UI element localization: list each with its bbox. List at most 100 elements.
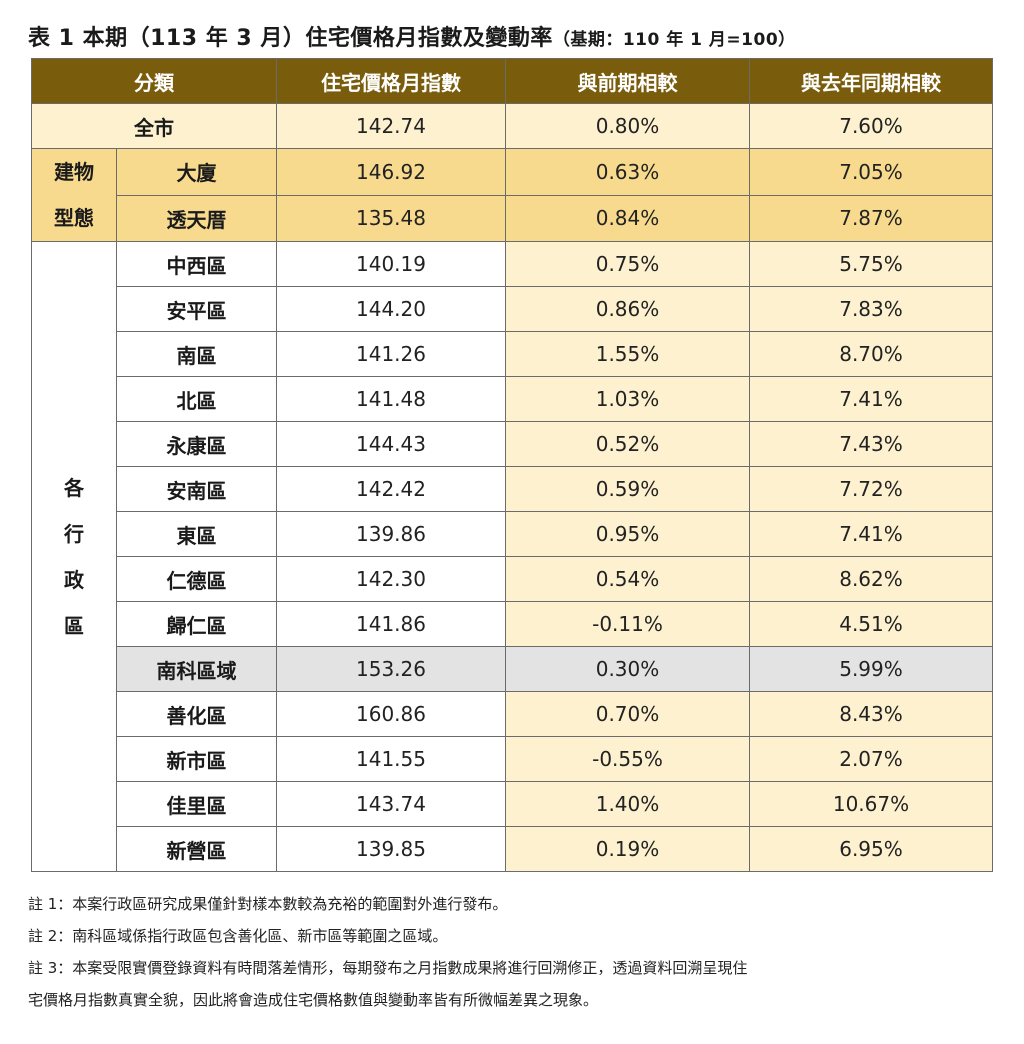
row-index: 153.26 bbox=[276, 646, 506, 692]
district-row: 北區 141.48 1.03% 7.41% bbox=[32, 376, 993, 422]
row-label: 安平區 bbox=[116, 286, 277, 332]
row-mom: 1.40% bbox=[505, 781, 750, 827]
district-row: 新營區 139.85 0.19% 6.95% bbox=[32, 826, 993, 872]
row-yoy: 7.83% bbox=[749, 286, 993, 332]
footnotes: 註 1：本案行政區研究成果僅針對樣本數較為充裕的範圍對外進行發布。 註 2：南科… bbox=[28, 888, 1003, 1016]
district-row: 新市區 141.55 -0.55% 2.07% bbox=[32, 736, 993, 782]
citywide-row: 全市 142.74 0.80% 7.60% bbox=[31, 103, 993, 149]
row-label: 東區 bbox=[116, 511, 277, 557]
footnote: 註 2：南科區域係指行政區包含善化區、新市區等範圍之區域。 bbox=[28, 927, 448, 945]
building-type-group-label: 建物 型態 bbox=[31, 148, 117, 242]
row-yoy: 6.95% bbox=[749, 826, 993, 872]
row-label: 善化區 bbox=[116, 691, 277, 737]
row-index: 144.20 bbox=[276, 286, 506, 332]
row-mom: 1.03% bbox=[505, 376, 750, 422]
row-yoy: 7.43% bbox=[749, 421, 993, 467]
row-yoy: 8.70% bbox=[749, 331, 993, 377]
row-yoy: 5.75% bbox=[749, 241, 993, 287]
group-label-char: 各 bbox=[64, 475, 84, 500]
row-mom: 0.63% bbox=[505, 148, 750, 196]
footnote: 註 1：本案行政區研究成果僅針對樣本數較為充裕的範圍對外進行發布。 bbox=[28, 895, 508, 913]
row-yoy: 7.87% bbox=[749, 194, 993, 242]
header-yoy: 與去年同期相較 bbox=[749, 58, 993, 104]
district-row: 各行政區中西區 140.19 0.75% 5.75% bbox=[31, 241, 993, 872]
row-mom: 0.95% bbox=[505, 511, 750, 557]
title-sub: （基期：110 年 1 月=100） bbox=[552, 30, 796, 50]
row-mom: 0.30% bbox=[505, 646, 750, 692]
district-row: 安平區 144.20 0.86% 7.83% bbox=[32, 286, 993, 332]
row-label: 北區 bbox=[116, 376, 277, 422]
district-group-label: 各行政區 bbox=[31, 241, 117, 872]
row-index: 139.86 bbox=[276, 511, 506, 557]
group-label-char: 區 bbox=[64, 613, 84, 638]
row-label: 南區 bbox=[116, 331, 277, 377]
row-index: 143.74 bbox=[276, 781, 506, 827]
row-yoy: 7.60% bbox=[749, 103, 993, 149]
row-mom: -0.55% bbox=[505, 736, 750, 782]
row-label: 中西區 bbox=[116, 241, 277, 287]
row-index: 142.42 bbox=[276, 466, 506, 512]
row-label: 新營區 bbox=[116, 826, 277, 872]
row-mom: 0.59% bbox=[505, 466, 750, 512]
title-main: 表 1 本期（113 年 3 月）住宅價格月指數及變動率 bbox=[28, 26, 553, 51]
row-index: 139.85 bbox=[276, 826, 506, 872]
building-type-row: 建物 型態 大廈 146.92 0.63% 7.05% bbox=[31, 148, 993, 242]
row-yoy: 7.41% bbox=[749, 511, 993, 557]
row-label: 全市 bbox=[31, 103, 277, 149]
header-mom: 與前期相較 bbox=[505, 58, 750, 104]
row-index: 141.55 bbox=[276, 736, 506, 782]
district-row: 東區 139.86 0.95% 7.41% bbox=[32, 511, 993, 557]
row-label: 仁德區 bbox=[116, 556, 277, 602]
row-yoy: 7.72% bbox=[749, 466, 993, 512]
building-type-row: 透天厝 135.48 0.84% 7.87% bbox=[32, 194, 993, 242]
row-index: 140.19 bbox=[276, 241, 506, 287]
row-index: 142.74 bbox=[276, 103, 506, 149]
row-index: 142.30 bbox=[276, 556, 506, 602]
row-label: 新市區 bbox=[116, 736, 277, 782]
row-index: 135.48 bbox=[276, 194, 506, 242]
row-label: 永康區 bbox=[116, 421, 277, 467]
group-label-char: 型態 bbox=[54, 206, 94, 230]
district-row: 歸仁區 141.86 -0.11% 4.51% bbox=[32, 601, 993, 647]
row-yoy: 4.51% bbox=[749, 601, 993, 647]
row-label: 安南區 bbox=[116, 466, 277, 512]
row-index: 146.92 bbox=[276, 148, 506, 196]
row-yoy: 10.67% bbox=[749, 781, 993, 827]
row-label: 透天厝 bbox=[116, 194, 277, 242]
row-yoy: 7.05% bbox=[749, 148, 993, 196]
row-mom: 0.75% bbox=[505, 241, 750, 287]
group-label-char: 建物 bbox=[54, 160, 94, 184]
row-index: 141.86 bbox=[276, 601, 506, 647]
row-yoy: 5.99% bbox=[749, 646, 993, 692]
header-category: 分類 bbox=[31, 58, 277, 104]
header-index: 住宅價格月指數 bbox=[276, 58, 506, 104]
price-index-table: 分類 住宅價格月指數 與前期相較 與去年同期相較 全市 142.74 0.80%… bbox=[31, 58, 993, 872]
row-label: 南科區域 bbox=[116, 646, 277, 692]
district-row: 安南區 142.42 0.59% 7.72% bbox=[32, 466, 993, 512]
district-row: 南區 141.26 1.55% 8.70% bbox=[32, 331, 993, 377]
group-label-char: 政 bbox=[64, 567, 84, 592]
row-label: 大廈 bbox=[116, 148, 277, 196]
district-row: 善化區 160.86 0.70% 8.43% bbox=[32, 691, 993, 737]
row-label: 歸仁區 bbox=[116, 601, 277, 647]
row-mom: -0.11% bbox=[505, 601, 750, 647]
row-yoy: 8.62% bbox=[749, 556, 993, 602]
row-mom: 1.55% bbox=[505, 331, 750, 377]
row-mom: 0.70% bbox=[505, 691, 750, 737]
row-label: 佳里區 bbox=[116, 781, 277, 827]
district-row: 永康區 144.43 0.52% 7.43% bbox=[32, 421, 993, 467]
row-index: 141.48 bbox=[276, 376, 506, 422]
row-index: 160.86 bbox=[276, 691, 506, 737]
row-mom: 0.54% bbox=[505, 556, 750, 602]
table-title: 表 1 本期（113 年 3 月）住宅價格月指數及變動率（基期：110 年 1 … bbox=[28, 20, 796, 52]
row-index: 141.26 bbox=[276, 331, 506, 377]
district-row: 南科區域 153.26 0.30% 5.99% bbox=[32, 646, 993, 692]
district-row: 仁德區 142.30 0.54% 8.62% bbox=[32, 556, 993, 602]
district-row: 佳里區 143.74 1.40% 10.67% bbox=[32, 781, 993, 827]
footnote: 註 3：本案受限實價登錄資料有時間落差情形，每期發布之月指數成果將進行回溯修正，… bbox=[28, 959, 748, 977]
row-yoy: 2.07% bbox=[749, 736, 993, 782]
header-row: 分類 住宅價格月指數 與前期相較 與去年同期相較 bbox=[31, 58, 993, 104]
row-yoy: 7.41% bbox=[749, 376, 993, 422]
row-mom: 0.86% bbox=[505, 286, 750, 332]
footnote: 宅價格月指數真實全貌，因此將會造成住宅價格數值與變動率皆有所微幅差異之現象。 bbox=[28, 991, 599, 1009]
